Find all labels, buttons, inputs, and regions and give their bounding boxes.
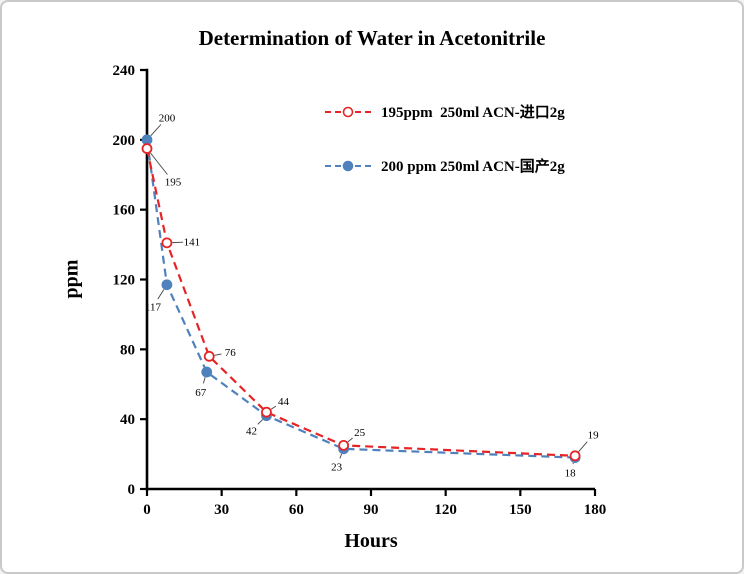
label-leader-line bbox=[150, 152, 168, 175]
x-tick-label: 120 bbox=[434, 502, 457, 518]
data-point-label: 19 bbox=[588, 430, 600, 442]
x-tick-label: 150 bbox=[509, 502, 532, 518]
data-point-marker bbox=[261, 406, 272, 418]
legend-marker-icon bbox=[325, 160, 371, 171]
label-leader-line bbox=[157, 289, 165, 300]
x-tick-label: 30 bbox=[214, 502, 229, 518]
label-leader-line bbox=[150, 124, 162, 137]
x-tick-label: 90 bbox=[364, 502, 379, 518]
data-point-marker bbox=[141, 134, 153, 146]
label-leader-line bbox=[578, 441, 588, 452]
legend-item-1: 195ppm 250ml ACN-进口2g bbox=[324, 101, 565, 122]
data-point-label: 67 bbox=[195, 387, 207, 399]
data-point-marker bbox=[161, 279, 173, 291]
x-tick-label: 60 bbox=[289, 502, 304, 518]
legend: 195ppm 250ml ACN-进口2g 200 ppm 250ml ACN-国… bbox=[324, 101, 565, 209]
label-leader-line bbox=[257, 419, 263, 425]
x-tick-label: 0 bbox=[143, 502, 151, 518]
data-point-label: 117 bbox=[145, 302, 162, 314]
chart-title: Determination of Water in Acetonitrile bbox=[198, 26, 546, 50]
legend-item-0: 200 ppm 250ml ACN-国产2g bbox=[324, 155, 565, 176]
label-leader-line bbox=[339, 453, 343, 459]
data-point-label: 42 bbox=[246, 425, 257, 437]
x-axis-label: Hours bbox=[344, 530, 398, 552]
label-leader-line bbox=[214, 353, 222, 356]
y-axis-label: ppm bbox=[60, 259, 83, 299]
y-tick-label: 160 bbox=[113, 203, 136, 219]
label-leader-line bbox=[202, 377, 206, 384]
series-line-1 bbox=[145, 148, 576, 457]
legend-marker-icon bbox=[325, 106, 371, 117]
y-tick-label: 80 bbox=[120, 342, 135, 358]
y-tick-label: 120 bbox=[113, 273, 136, 289]
data-point-marker bbox=[161, 237, 173, 249]
data-point-label: 76 bbox=[225, 347, 237, 359]
y-tick-label: 0 bbox=[128, 482, 136, 498]
data-point-marker bbox=[141, 143, 153, 154]
label-leader-line bbox=[347, 437, 353, 443]
series-line-0 bbox=[145, 139, 576, 459]
data-point-label: 200 bbox=[159, 113, 176, 125]
legend-circle bbox=[342, 160, 354, 171]
data-point-marker bbox=[203, 350, 215, 362]
data-point-marker bbox=[201, 366, 213, 378]
data-point-label: 18 bbox=[565, 467, 577, 479]
data-point-label: 23 bbox=[331, 462, 343, 474]
legend-circle bbox=[342, 106, 354, 117]
y-tick-label: 40 bbox=[120, 412, 135, 428]
data-point-label: 25 bbox=[354, 427, 366, 439]
legend-label: 195ppm 250ml ACN-进口2g bbox=[381, 105, 565, 121]
data-point-label: 141 bbox=[184, 237, 201, 249]
data-point-marker bbox=[569, 450, 581, 462]
legend-label: 200 ppm 250ml ACN-国产2g bbox=[381, 159, 565, 175]
x-tick-label: 180 bbox=[584, 502, 607, 518]
y-tick-label: 240 bbox=[113, 63, 136, 79]
data-point-label: 44 bbox=[278, 396, 290, 408]
label-leader-line bbox=[270, 405, 277, 410]
data-point-marker bbox=[338, 439, 350, 451]
data-point-label: 195 bbox=[165, 176, 182, 188]
y-tick-label: 200 bbox=[113, 133, 136, 149]
